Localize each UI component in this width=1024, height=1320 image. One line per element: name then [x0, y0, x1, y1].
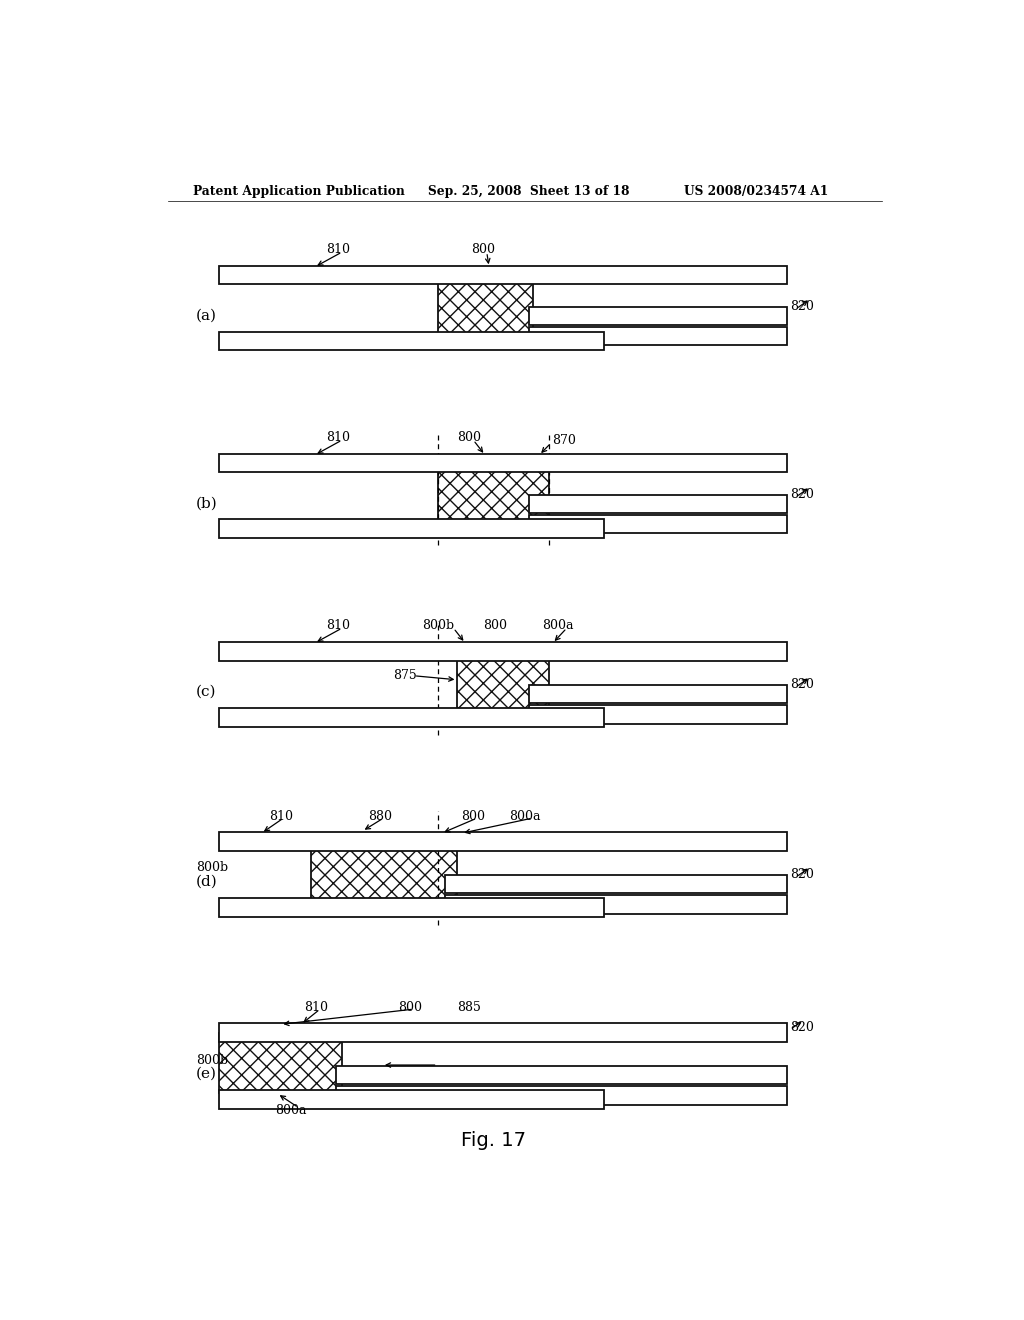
- Text: 810: 810: [327, 432, 350, 445]
- Bar: [219, 333, 604, 351]
- Text: 820: 820: [790, 488, 814, 502]
- Text: 820: 820: [790, 869, 814, 882]
- Bar: [528, 306, 786, 325]
- Text: 800: 800: [471, 243, 495, 256]
- Bar: [528, 685, 786, 704]
- Bar: [336, 1086, 786, 1105]
- Text: 800a: 800a: [543, 619, 573, 632]
- Bar: [528, 327, 786, 346]
- Bar: [219, 709, 604, 726]
- Text: 800: 800: [461, 809, 485, 822]
- Text: 800: 800: [397, 1001, 422, 1014]
- Text: (c): (c): [196, 685, 216, 700]
- Text: Sep. 25, 2008  Sheet 13 of 18: Sep. 25, 2008 Sheet 13 of 18: [428, 185, 630, 198]
- Bar: [219, 1023, 786, 1041]
- Text: 810: 810: [269, 809, 293, 822]
- Text: US 2008/0234574 A1: US 2008/0234574 A1: [684, 185, 827, 198]
- Bar: [219, 519, 604, 537]
- Text: 880: 880: [368, 809, 391, 822]
- Bar: [219, 643, 786, 660]
- Text: Patent Application Publication: Patent Application Publication: [194, 185, 404, 198]
- Text: 810: 810: [304, 1001, 328, 1014]
- Bar: [219, 1090, 604, 1109]
- Text: 800b: 800b: [197, 862, 228, 874]
- Bar: [219, 454, 786, 473]
- Text: 800b: 800b: [197, 1055, 228, 1068]
- Bar: [310, 841, 458, 903]
- Bar: [528, 495, 786, 513]
- Text: 820: 820: [790, 300, 814, 313]
- Bar: [219, 1032, 342, 1093]
- Bar: [219, 267, 786, 284]
- Bar: [445, 875, 786, 894]
- Bar: [528, 515, 786, 533]
- Bar: [445, 895, 786, 913]
- Text: (e): (e): [196, 1067, 216, 1080]
- Bar: [219, 899, 604, 916]
- Bar: [219, 833, 786, 850]
- Text: 885: 885: [458, 1001, 481, 1014]
- Text: 800b: 800b: [422, 619, 454, 632]
- Text: (b): (b): [196, 496, 217, 511]
- Bar: [528, 705, 786, 723]
- Text: 800a: 800a: [509, 809, 541, 822]
- Text: 820: 820: [790, 1020, 814, 1034]
- Text: Fig. 17: Fig. 17: [461, 1131, 525, 1150]
- Text: (a): (a): [196, 309, 216, 323]
- Text: 800: 800: [482, 619, 507, 632]
- Text: (d): (d): [196, 875, 217, 890]
- Text: 800a: 800a: [275, 1105, 307, 1117]
- Text: 810: 810: [327, 619, 350, 632]
- Bar: [437, 463, 549, 524]
- Text: 870: 870: [553, 434, 577, 447]
- Bar: [437, 276, 532, 337]
- Text: 820: 820: [790, 678, 814, 692]
- Bar: [458, 651, 549, 713]
- Bar: [336, 1067, 786, 1084]
- Text: 800: 800: [458, 432, 481, 445]
- Text: 875: 875: [393, 669, 417, 682]
- Text: 810: 810: [327, 243, 350, 256]
